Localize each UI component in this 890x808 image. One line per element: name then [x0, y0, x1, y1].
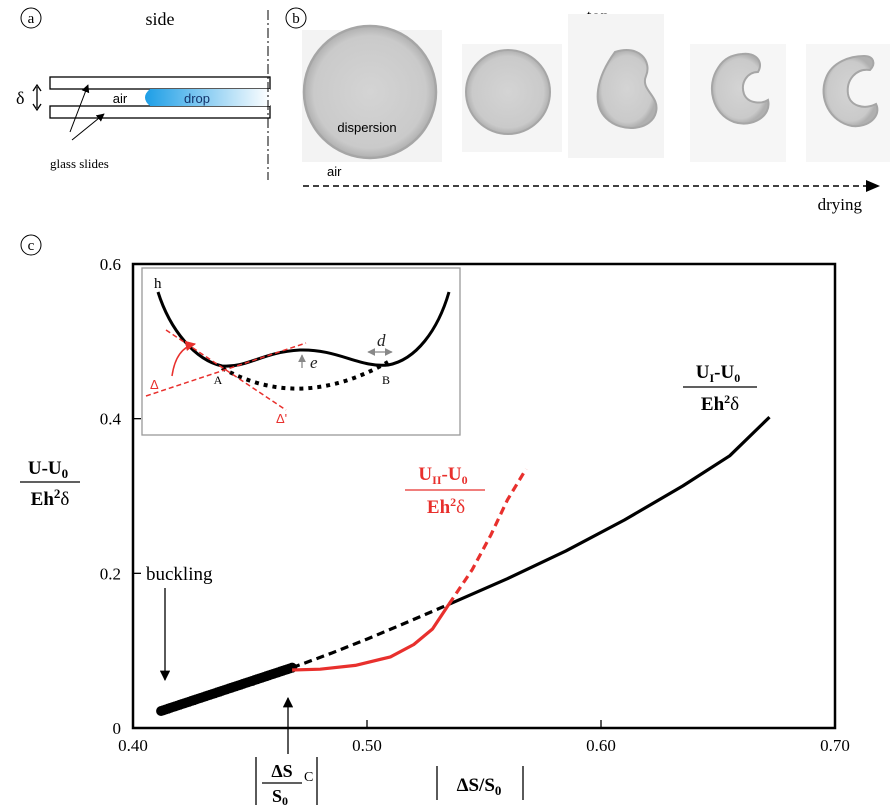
panel-a-letter: a	[28, 11, 35, 27]
y-tick-label: 0	[113, 719, 122, 738]
x-label-sub: 0	[495, 783, 502, 798]
x-tick-label: 0.50	[352, 736, 382, 755]
drop-stage-3	[596, 49, 658, 130]
panel-b: b top dispersion air drying	[285, 6, 890, 214]
svg-text:Eh2δ: Eh2δ	[427, 495, 465, 518]
critical-strain-label: ΔS C S0	[255, 757, 318, 808]
panel-a: a side air drop δ glass slides	[16, 7, 271, 180]
tangent-delta	[145, 342, 307, 397]
bottom-glass-slide	[49, 105, 271, 119]
drop-label: drop	[184, 91, 210, 106]
axis-ticks: 0.40 0.50 0.60 0.70 0 0.2 0.4 0.6	[100, 255, 850, 755]
panel-b-badge	[285, 7, 307, 29]
series-line-solid-red	[292, 603, 451, 672]
y-label-num: U-U	[28, 458, 62, 479]
buckling-label: buckling	[146, 564, 213, 585]
y-axis-label: U-U0 Eh2δ	[20, 458, 80, 510]
y-tick-label: 0.2	[100, 564, 121, 583]
inset-dotted-arc	[221, 360, 389, 391]
drying-arrow-head	[866, 180, 880, 192]
svg-text:ΔS: ΔS	[271, 761, 292, 781]
x-tick-label: 0.40	[118, 736, 148, 755]
panel-c-letter: c	[28, 238, 35, 254]
inset-buckled-profile	[156, 291, 451, 368]
panel-a-title: side	[146, 9, 175, 29]
series-line-solid-black	[448, 415, 771, 606]
top-glass-slide	[49, 76, 271, 90]
y-label-den: Eh	[31, 489, 55, 510]
y-tick-label: 0.6	[100, 255, 121, 274]
panel-b-letter: b	[292, 11, 300, 27]
ui-label-sub: I	[710, 371, 715, 385]
drop-stage-2	[465, 49, 551, 135]
drying-label: drying	[818, 195, 863, 214]
svg-text:ΔS/S0: ΔS/S0	[457, 775, 502, 798]
gap-arrow-top	[32, 83, 42, 92]
dispersion-label: dispersion	[337, 120, 396, 135]
svg-text:UI-U0: UI-U0	[696, 362, 740, 385]
crit-den-sub: 0	[282, 794, 288, 808]
x-tick-label: 0.70	[820, 736, 850, 755]
data-series	[156, 415, 771, 716]
slide-pointer-bottom	[71, 113, 105, 141]
drop-stage-5	[822, 54, 879, 128]
panel-a-badge	[20, 7, 42, 29]
angle-arrow	[171, 340, 197, 377]
ui-label-tail: -U	[714, 362, 734, 383]
drop-stage-1	[302, 24, 438, 160]
uii-label-tail: -U	[442, 464, 462, 485]
inset-delta-prime-label: Δ'	[276, 411, 287, 426]
inset-e-label: e	[310, 353, 318, 372]
branch-I-label: UI-U0 Eh2δ	[683, 362, 757, 415]
x-label-main: ΔS/S	[457, 775, 495, 796]
glass-slides-label: glass slides	[50, 156, 109, 171]
x-axis-label: ΔS/S0	[436, 766, 524, 800]
drop-region	[145, 89, 270, 106]
inset-frame	[141, 267, 461, 436]
outside-air-label: air	[327, 164, 342, 179]
svg-text:U-U0: U-U0	[28, 458, 68, 481]
svg-text:UII-U0: UII-U0	[418, 464, 467, 487]
slide-pointer-top	[69, 84, 90, 133]
gap-arrow-bottom	[32, 103, 42, 112]
y-label-den-tail: δ	[60, 489, 69, 510]
ui-den-sup: 2	[724, 392, 730, 406]
svg-text:Eh2δ: Eh2δ	[31, 486, 70, 510]
uii-label-sub: II	[432, 473, 442, 487]
crit-den: S	[272, 786, 282, 806]
inset-B-label: B	[382, 373, 390, 387]
ui-den-tail: δ	[730, 394, 739, 415]
svg-text:Eh2δ: Eh2δ	[701, 392, 739, 415]
y-tick-label: 0.4	[100, 410, 122, 429]
inset-delta-label: Δ	[150, 377, 159, 392]
uii-den-sup: 2	[450, 495, 456, 509]
inset-A-label: A	[214, 373, 223, 387]
branch-II-label: UII-U0 Eh2δ	[405, 464, 485, 518]
inset-h-label: h	[154, 276, 162, 292]
series-line-dashed-black	[291, 602, 450, 670]
y-label-den-sup: 2	[54, 486, 61, 501]
crit-sub-c: C	[304, 770, 313, 785]
gap-air-label: air	[113, 91, 128, 106]
crit-num: ΔS	[271, 761, 292, 781]
svg-text:S0: S0	[272, 786, 288, 808]
gap-delta-symbol: δ	[16, 88, 24, 108]
ui-den: Eh	[701, 394, 725, 415]
ui-label-tail-sub: 0	[734, 371, 740, 385]
uii-den-tail: δ	[456, 497, 465, 518]
uii-label-U: U	[418, 464, 432, 485]
y-label-num-sub: 0	[62, 466, 69, 481]
inset-d-label: d	[377, 331, 386, 350]
series-line-dashed-red	[447, 468, 528, 606]
panel-c-badge	[20, 234, 42, 256]
inset: e d h A B Δ Δ'	[141, 267, 461, 436]
uii-label-tail-sub: 0	[462, 473, 468, 487]
drop-stage-4	[710, 52, 770, 125]
ui-label-U: U	[696, 362, 710, 383]
plot-frame	[131, 262, 837, 730]
uii-den: Eh	[427, 497, 451, 518]
x-tick-label: 0.60	[586, 736, 616, 755]
